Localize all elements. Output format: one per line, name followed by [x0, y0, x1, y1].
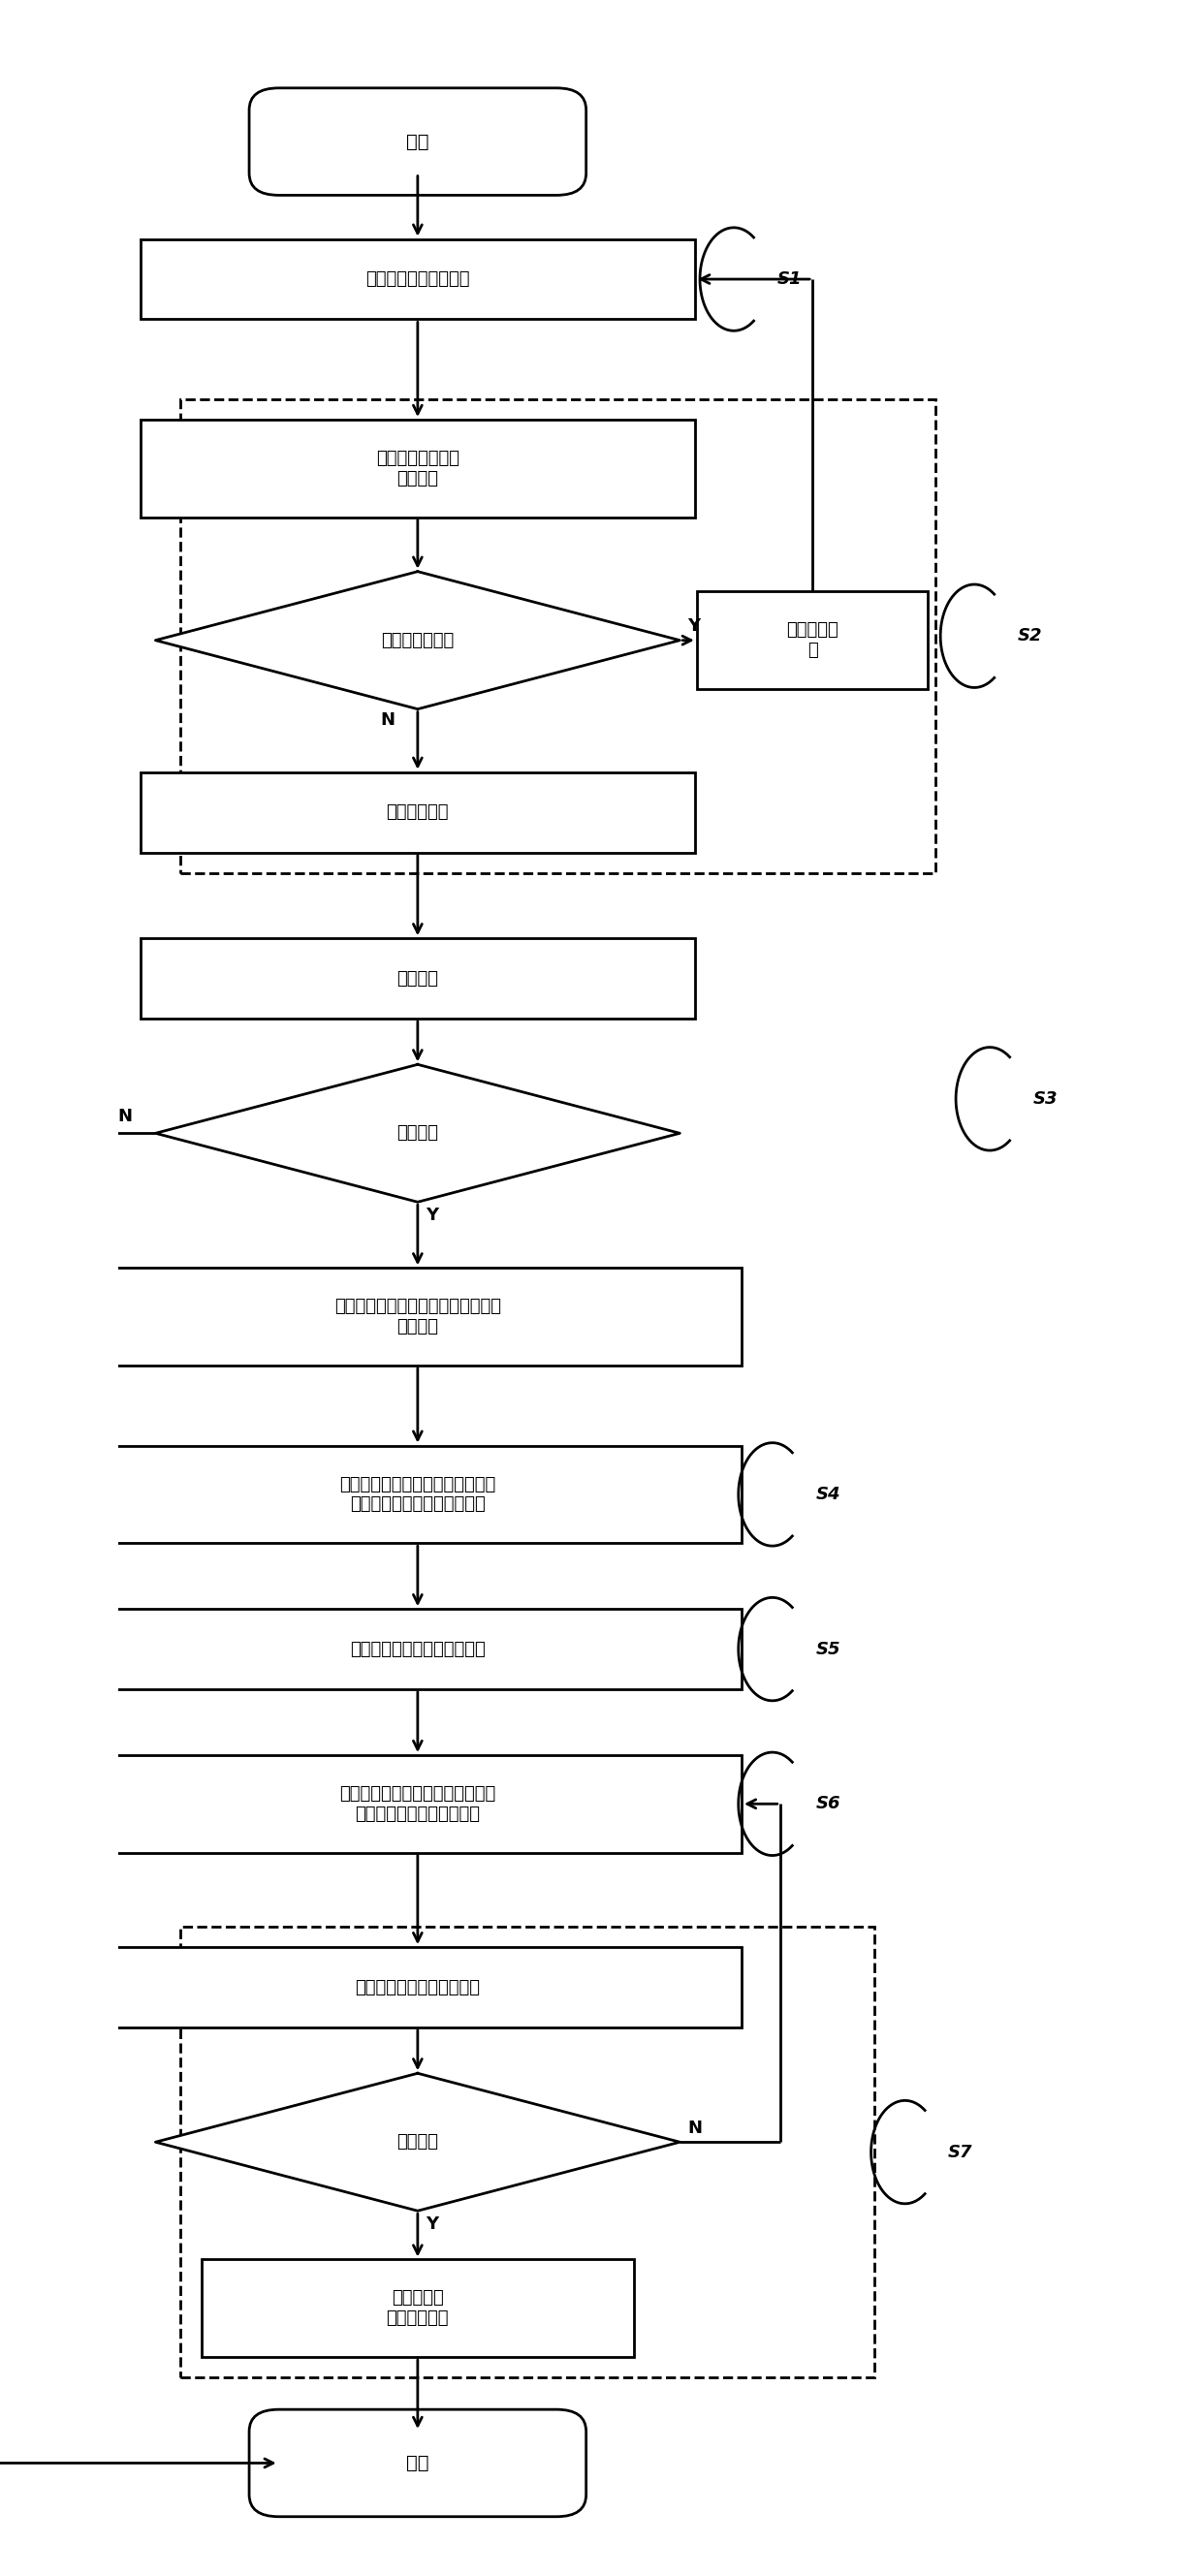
Text: 付款完成: 付款完成 [397, 1126, 439, 1141]
Text: S5: S5 [815, 1641, 840, 1659]
Text: S3: S3 [1033, 1090, 1058, 1108]
Text: S2: S2 [1018, 629, 1042, 644]
Text: S7: S7 [948, 2143, 972, 2161]
Text: 预约付款: 预约付款 [397, 969, 439, 987]
Text: S1: S1 [776, 270, 802, 289]
Bar [94, 1445, 742, 1543]
FancyBboxPatch shape [249, 2409, 587, 2517]
Polygon shape [155, 2074, 680, 2210]
Bar [180, 399, 936, 873]
Bar [94, 1267, 742, 1365]
Text: Y: Y [426, 1208, 438, 1224]
Text: 验证通过: 验证通过 [397, 2133, 439, 2151]
Bar [94, 1947, 742, 2027]
Bar [94, 1610, 742, 1690]
Text: S6: S6 [815, 1795, 840, 1814]
Text: N: N [688, 2120, 702, 2138]
Polygon shape [155, 1064, 680, 1203]
Text: 生成预约订单: 生成预约订单 [386, 804, 448, 822]
Text: N: N [118, 1108, 132, 1126]
Text: N: N [380, 711, 394, 729]
Text: 预约订单支付完成的信息发送给预约
管理平台: 预约订单支付完成的信息发送给预约 管理平台 [334, 1298, 501, 1334]
Text: Y: Y [688, 618, 701, 636]
Text: 结束: 结束 [406, 2455, 429, 2473]
Text: S4: S4 [815, 1486, 840, 1502]
Bar [180, 1927, 874, 2378]
Bar [202, 2259, 633, 2357]
Bar [141, 240, 695, 319]
FancyBboxPatch shape [249, 88, 587, 196]
Text: 预约管理平台生成锁定信息和解锁
二维码并发送至预约的充电桩: 预约管理平台生成锁定信息和解锁 二维码并发送至预约的充电桩 [339, 1476, 495, 1512]
Text: 预约信息冲突？: 预约信息冲突？ [381, 631, 454, 649]
Polygon shape [155, 572, 680, 708]
Bar [141, 420, 695, 518]
Text: 锁定充电桩并显示解锁二维码: 锁定充电桩并显示解锁二维码 [350, 1641, 486, 1659]
Bar [94, 1754, 742, 1852]
Bar [141, 773, 695, 853]
Bar [141, 938, 695, 1018]
Text: 移动终端提交预约信息: 移动终端提交预约信息 [365, 270, 470, 289]
Text: 开始: 开始 [406, 131, 429, 152]
Text: 重新进行预
约: 重新进行预 约 [786, 621, 839, 659]
Text: Y: Y [426, 2215, 438, 2233]
Text: 充电桩解锁
用户开始充电: 充电桩解锁 用户开始充电 [386, 2290, 448, 2326]
Text: 移动终端扫描解锁二维码得到解锁
信息并发送至预约管理平台: 移动终端扫描解锁二维码得到解锁 信息并发送至预约管理平台 [339, 1785, 495, 1824]
Bar [697, 592, 928, 688]
Text: 预约管理平台判断
预约信息: 预约管理平台判断 预约信息 [376, 451, 459, 487]
Text: 预约管理平台验证解锁信息: 预约管理平台验证解锁信息 [355, 1978, 480, 1996]
